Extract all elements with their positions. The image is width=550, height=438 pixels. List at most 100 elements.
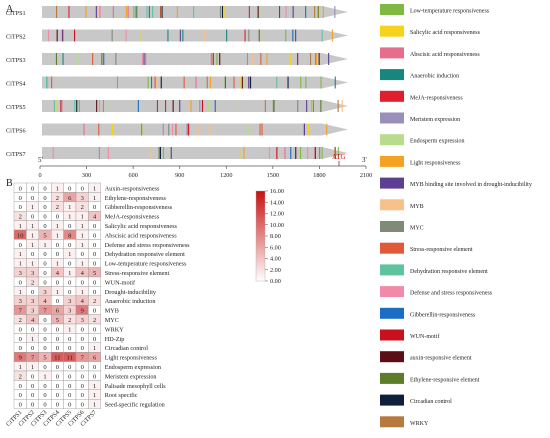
cell-value: 0 (31, 373, 34, 380)
cell-value: 2 (19, 373, 22, 380)
promoter-track (42, 147, 348, 159)
element-marker (310, 53, 312, 65)
cell-value: 0 (68, 383, 71, 390)
position-axis: 5' 3' ATG 0 300 600 900 1200 1500 1800 2100 (38, 153, 372, 179)
element-marker (306, 100, 308, 112)
element-marker (92, 53, 94, 65)
element-marker (111, 29, 113, 42)
cell-value: 0 (19, 204, 22, 211)
element-marker (295, 147, 297, 159)
element-marker (160, 6, 162, 18)
legend-label: Low-temperature responsiveness (410, 9, 490, 15)
scale-label: 12.00 (270, 211, 284, 218)
cell-value: 2 (19, 214, 22, 221)
cell-value: 0 (31, 326, 34, 333)
element-marker (99, 100, 101, 112)
cell-value: 7 (19, 308, 23, 315)
cell-value: 1 (56, 223, 59, 230)
element-marker (287, 76, 289, 89)
cell-value: 3 (31, 270, 34, 277)
cell-value: 0 (56, 326, 59, 333)
element-marker (209, 76, 211, 89)
legend-label: WUN-motif (410, 333, 439, 340)
cell-value: 7 (31, 355, 35, 362)
cell-value: 7 (43, 308, 47, 315)
element-marker (314, 147, 316, 159)
cell-value: 3 (81, 195, 84, 202)
element-marker (60, 100, 62, 112)
cell-value: 0 (56, 345, 59, 352)
element-marker (68, 6, 70, 18)
cell-value: 0 (68, 185, 71, 192)
element-marker (127, 6, 129, 18)
element-marker (246, 53, 248, 65)
row-label: Dehydration responsive element (105, 251, 185, 258)
cell-value: 3 (19, 298, 22, 305)
element-marker (252, 53, 254, 65)
element-marker (78, 53, 80, 65)
element-marker (260, 53, 262, 65)
element-marker (243, 147, 245, 159)
axis-tick-label: 1200 (220, 172, 232, 179)
element-marker (292, 6, 294, 18)
element-marker (179, 100, 181, 112)
cell-value: 0 (43, 364, 46, 371)
cell-value: 0 (56, 402, 59, 409)
cell-value: 2 (19, 317, 22, 324)
cell-value: 0 (68, 336, 71, 343)
element-marker (98, 6, 100, 18)
cell-value: 0 (81, 402, 84, 409)
row-label: Ethylene-responsiveness (105, 195, 167, 202)
element-marker (172, 100, 174, 112)
cell-value: 0 (81, 336, 84, 343)
row-label: WRKY (105, 326, 124, 333)
promoter-tracks: CiTPS1 CiTPS2 CiTPS3 CiTPS4 CiTPS5 CiTPS6 CiTP… (6, 6, 348, 159)
cell-value: 0 (19, 336, 22, 343)
cell-value: 0 (56, 251, 59, 258)
cell-value: 1 (93, 392, 96, 399)
cell-value: 0 (31, 251, 34, 258)
element-marker (62, 29, 64, 42)
element-marker (259, 6, 261, 18)
color-scale-bar (255, 190, 266, 282)
element-marker (322, 6, 324, 18)
element-marker (259, 29, 261, 42)
cell-value: 3 (31, 298, 34, 305)
cell-value: 0 (56, 373, 59, 380)
element-marker (337, 147, 339, 159)
element-marker (111, 123, 113, 136)
element-marker (219, 6, 221, 18)
element-marker (208, 100, 210, 112)
element-marker (137, 100, 139, 112)
row-label: Root specific (105, 392, 138, 399)
legend-swatch (380, 372, 404, 384)
element-marker (305, 76, 307, 89)
cell-value: 11 (67, 355, 73, 362)
cell-value: 0 (43, 270, 46, 277)
element-marker (133, 6, 135, 18)
cell-value: 3 (81, 317, 84, 324)
element-marker (312, 100, 314, 112)
cell-value: 1 (56, 185, 59, 192)
cell-value: 1 (31, 204, 34, 211)
cell-value: 1 (19, 364, 22, 371)
element-marker (56, 100, 58, 112)
row-label: Meristem expression (105, 373, 157, 380)
cell-value: 0 (19, 242, 22, 249)
cell-value: 2 (93, 317, 96, 324)
row-label: Stress-responsive element (105, 270, 170, 277)
legend-swatch (380, 394, 404, 406)
cell-value: 3 (43, 289, 46, 296)
cell-value: 0 (43, 185, 46, 192)
atg-label: ATG (332, 153, 346, 161)
legend-swatch (380, 134, 404, 146)
cell-value: 0 (68, 223, 71, 230)
element-marker (216, 53, 218, 65)
cell-value: 0 (19, 195, 22, 202)
cell-value: 3 (19, 270, 22, 277)
cell-value: 4 (56, 270, 60, 277)
element-marker (98, 123, 100, 136)
cell-value: 0 (31, 214, 34, 221)
legend-label: Dehydration responsive element (410, 269, 488, 275)
